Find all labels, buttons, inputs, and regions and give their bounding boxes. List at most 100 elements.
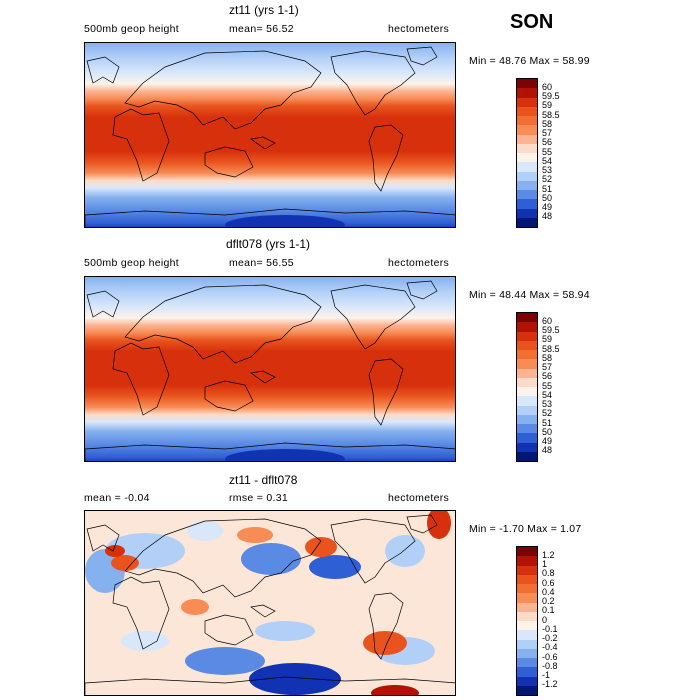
colorbar-label: 59.5	[542, 325, 560, 335]
colorbar-swatch	[517, 116, 537, 126]
colorbar-swatch	[517, 313, 537, 323]
coastline	[112, 576, 170, 650]
coastline	[112, 342, 170, 416]
colorbar-swatch	[517, 611, 537, 621]
panel-3-title: zt11 - dflt078	[229, 473, 298, 487]
panel-3-map	[84, 510, 456, 696]
panel-3-units-label: hectometers	[388, 492, 450, 504]
colorbar-label: 50	[542, 426, 553, 437]
colorbar-swatch	[517, 162, 537, 172]
colorbar-label: -0.4	[542, 642, 558, 653]
colorbar-label: 49	[542, 202, 553, 212]
panel-1-units-label: hectometers	[388, 23, 450, 35]
colorbar-label: 56	[542, 371, 553, 382]
coastline	[85, 442, 455, 461]
colorbar-swatch	[517, 134, 537, 144]
coastline	[250, 370, 276, 384]
colorbar-label: 59.5	[542, 91, 560, 101]
colorbar-swatch	[517, 630, 537, 640]
field-background	[85, 277, 455, 461]
colorbar-swatches	[516, 312, 538, 462]
colorbar-label: 51	[542, 183, 553, 194]
anomaly-region	[111, 555, 139, 571]
anomaly-region	[309, 555, 361, 579]
colorbar-label: 48	[542, 445, 553, 456]
colorbar-label: 54	[542, 389, 553, 400]
panel-1-variable-label: 500mb geop height	[84, 23, 180, 35]
colorbar-swatch	[517, 331, 537, 341]
colorbar-label: 59	[542, 100, 553, 111]
colorbar-swatch	[517, 396, 537, 406]
colorbar-swatch	[517, 593, 537, 603]
panel-1-title: zt11 (yrs 1-1)	[229, 3, 299, 17]
colorbar-swatch	[517, 442, 537, 452]
colorbar-swatch	[517, 621, 537, 631]
polar-low	[225, 215, 345, 227]
colorbar-swatch	[517, 199, 537, 209]
colorbar-label: 58	[542, 352, 553, 363]
colorbar-swatch	[517, 359, 537, 369]
coastline	[406, 46, 438, 66]
colorbar-label: 52	[542, 408, 553, 419]
colorbar-label: -0.8	[542, 660, 558, 671]
colorbar-label: 0	[542, 614, 548, 625]
coastline	[124, 284, 322, 364]
colorbar-swatch	[517, 676, 537, 686]
colorbar-label: 0.1	[542, 605, 555, 616]
anomaly-region	[241, 543, 301, 575]
colorbar-swatch	[517, 547, 537, 557]
colorbar-label: 49	[542, 436, 553, 446]
coastline	[112, 108, 170, 182]
colorbar-swatch	[517, 424, 537, 434]
colorbar-swatch	[517, 217, 537, 227]
colorbar-label: 57	[542, 362, 553, 372]
colorbar-swatch	[517, 79, 537, 89]
coastline	[85, 208, 455, 227]
colorbar-swatch	[517, 574, 537, 584]
coastline	[86, 524, 120, 552]
colorbar-swatch	[517, 565, 537, 575]
colorbar-swatch	[517, 667, 537, 677]
anomaly-region	[181, 599, 209, 615]
panel-2-colorbar: 60 59.5 59 58.5 58 57 56 55 54 53 52 51 50 49 48	[516, 312, 576, 462]
colorbar-swatch	[517, 556, 537, 566]
colorbar-label: 48	[542, 211, 553, 222]
colorbar-swatch	[517, 433, 537, 443]
panel-2-units-label: hectometers	[388, 257, 450, 269]
coastline	[124, 518, 322, 598]
colorbar-label: 55	[542, 146, 553, 157]
colorbar-swatch	[517, 322, 537, 332]
colorbar-swatches	[516, 546, 538, 696]
anomaly-region	[305, 537, 337, 557]
panel-3-mean-label: mean = -0.04	[84, 492, 150, 504]
anomaly-region	[237, 527, 273, 543]
colorbar-swatch	[517, 340, 537, 350]
colorbar-label: 56	[542, 137, 553, 148]
anomaly-region	[249, 663, 341, 695]
colorbar-swatch	[517, 377, 537, 387]
anomaly-region	[187, 521, 223, 541]
anomaly-region	[371, 685, 419, 695]
panel-2-minmax: Min = 48.44 Max = 58.94	[469, 289, 590, 301]
colorbar-swatch	[517, 658, 537, 668]
colorbar-label: 60	[542, 81, 553, 92]
panel-1-map-svg	[85, 43, 455, 227]
colorbar-label: 55	[542, 380, 553, 391]
coastline	[368, 358, 404, 426]
coastline	[406, 514, 438, 534]
colorbar-swatch	[517, 584, 537, 594]
panel-3-rmse-label: rmse = 0.31	[229, 492, 289, 504]
coastline	[406, 280, 438, 300]
colorbar-swatches	[516, 78, 538, 228]
colorbar-label: 50	[542, 192, 553, 203]
colorbar-label: -0.6	[542, 651, 558, 662]
colorbar-label: 60	[542, 315, 553, 326]
field-background	[85, 43, 455, 227]
colorbar-swatch	[517, 405, 537, 415]
coastline	[368, 124, 404, 192]
panel-1-colorbar: 60 59.5 59 58.5 58 57 56 55 54 53 52 51 50 49 48	[516, 78, 576, 228]
colorbar-swatch	[517, 368, 537, 378]
colorbar-swatch	[517, 602, 537, 612]
colorbar-label: 0.6	[542, 577, 555, 588]
colorbar-swatch	[517, 639, 537, 649]
